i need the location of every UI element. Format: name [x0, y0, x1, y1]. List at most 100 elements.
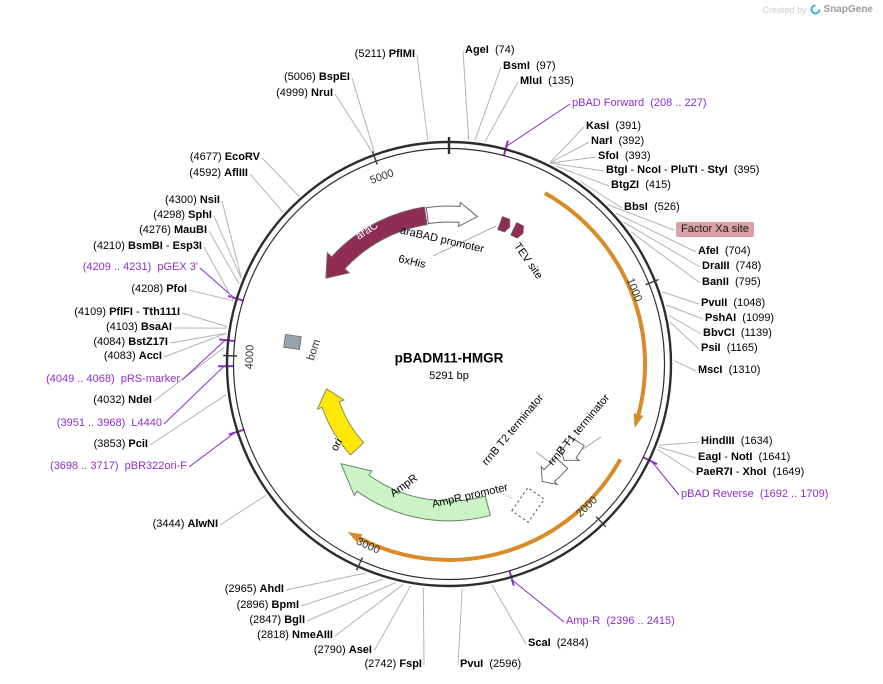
callout-pbad-forward-208-227-: pBAD Forward (208 .. 227) — [572, 97, 707, 109]
leader-line — [506, 103, 571, 147]
snapgene-logo-icon — [810, 4, 821, 15]
callout--4208-pfoi: (4208) PfoI — [131, 283, 187, 295]
feature-shapes — [283, 191, 648, 562]
ampr-promoter-box — [511, 487, 545, 523]
callout--2896-bpmi: (2896) BpmI — [236, 599, 299, 611]
leader-line — [306, 582, 396, 622]
callout-hindiii-1634-: HindIII (1634) — [701, 435, 773, 447]
callout-msci-1310-: MscI (1310) — [698, 364, 761, 376]
callout--5211-pflmi: (5211) PflMI — [354, 48, 415, 60]
callout-pshai-1099-: PshAI (1099) — [705, 312, 775, 324]
leader-line — [665, 304, 704, 320]
leader-line — [373, 585, 412, 652]
leader-line — [300, 578, 384, 607]
callout-bbvci-1139-: BbvCI (1139) — [703, 327, 772, 339]
leader-lines — [149, 50, 704, 666]
leader-line — [491, 584, 527, 645]
callout-btgzi-415-: BtgZI (415) — [611, 179, 671, 191]
leader-line — [221, 200, 242, 278]
leader-line — [163, 332, 227, 358]
cds-arc-2 — [355, 458, 623, 562]
callout--2742-fspi: (2742) FspI — [364, 658, 422, 670]
callout--4300-nsii: (4300) NsiI — [164, 194, 220, 206]
callout--4209-4231-pgex-3-: (4209 .. 4231) pGEX 3' — [82, 261, 198, 273]
callout--4032-ndei: (4032) NdeI — [93, 394, 152, 406]
callout--2818-nmeaiii: (2818) NmeAIII — [257, 629, 333, 641]
leader-line — [657, 448, 695, 474]
callout--4592-afliii: (4592) AflIII — [189, 167, 248, 179]
leader-line — [181, 312, 228, 328]
callout-draiii-748-: DraIII (748) — [702, 260, 762, 272]
cds-arc-1-arrowhead — [633, 413, 644, 428]
leader-line — [249, 173, 284, 213]
callout-mlui-135-: MluI (135) — [520, 75, 574, 87]
callout-pvui-2596-: PvuI (2596) — [460, 658, 522, 670]
leader-line — [661, 291, 700, 305]
callout-agei-74-: AgeI (74) — [465, 44, 515, 56]
leader-line — [462, 50, 470, 140]
callout--2790-asei: (2790) AseI — [313, 644, 372, 656]
callout-pvuii-1048-: PvuII (1048) — [701, 297, 766, 309]
callout--4049-4068-prs-marker: (4049 .. 4068) pRS-marker — [46, 373, 180, 385]
leader-line — [223, 354, 238, 357]
plasmid-backbone-ring — [225, 137, 673, 588]
leader-line — [549, 126, 585, 164]
leader-line — [668, 314, 702, 335]
leader-line — [630, 231, 701, 284]
callout-nari-392-: NarI (392) — [591, 135, 645, 147]
sixhis-leader — [432, 225, 497, 257]
callout--4999-nrui: (4999) NruI — [276, 87, 333, 99]
leader-line — [550, 156, 597, 164]
callout-banii-795-: BanII (795) — [702, 276, 761, 288]
leader-line — [673, 360, 697, 372]
leader-line — [203, 246, 234, 301]
callout--3698-3717-pbr322ori-f: (3698 .. 3717) pBR322ori-F — [50, 460, 187, 472]
leader-line — [645, 278, 659, 286]
callout--4084-bstz17i: (4084) BstZ17I — [93, 336, 168, 348]
callout-factor-xa-site: Factor Xa site — [676, 222, 754, 237]
leader-line — [351, 77, 375, 152]
t1-terminator-leader — [582, 436, 602, 450]
leader-line — [457, 588, 463, 666]
leader-line — [623, 221, 701, 268]
leader-line — [149, 394, 227, 446]
leader-line — [181, 339, 226, 381]
t2-terminator-leader — [535, 451, 553, 465]
scale-ticks — [223, 151, 659, 571]
leader-line — [199, 267, 235, 299]
leader-line — [355, 557, 364, 571]
leader-line — [208, 230, 240, 284]
tick-label-4000: 4000 — [243, 344, 257, 369]
callout--4103-bsaai: (4103) BsaAI — [105, 321, 172, 333]
callout--3444-alwni: (3444) AlwNI — [152, 518, 218, 530]
callout--4276-maubi: (4276) MauBI — [139, 224, 207, 236]
callout-kasi-391-: KasI (391) — [586, 120, 642, 132]
leader-line — [416, 54, 429, 141]
snapgene-watermark: Created by SnapGene — [763, 4, 874, 15]
leader-line — [213, 215, 242, 279]
arac-arrow — [325, 206, 428, 279]
leader-line — [261, 157, 300, 197]
plasmid-size: 5291 bp — [429, 370, 469, 382]
callout-sfoi-393-: SfoI (393) — [598, 150, 651, 162]
plasmid-name: pBADM11-HMGR — [394, 350, 504, 366]
leader-line — [371, 151, 378, 165]
callout--4109-pflfi-tth111i: (4109) PflFI - Tth111I — [74, 306, 180, 318]
callout-bbsi-526-: BbsI (526) — [624, 201, 680, 213]
cds-arc-2-arrowhead — [347, 532, 363, 543]
ampr-arrow — [340, 462, 492, 522]
leader-line — [669, 321, 700, 350]
leader-line — [651, 461, 680, 496]
rrnb-t2-terminator-arrow — [540, 456, 569, 486]
callout-scai-2484-: ScaI (2484) — [528, 637, 589, 649]
callout-bsmi-97-: BsmI (97) — [503, 60, 556, 72]
tev-site-marker — [510, 221, 525, 239]
arabad-promoter-arrow — [425, 201, 479, 228]
callout-afei-704-: AfeI (704) — [698, 245, 751, 257]
callout--2965-ahdi: (2965) AhdI — [224, 583, 284, 595]
leader-line — [422, 587, 425, 666]
callout-paer7i-xhoi-1649-: PaeR7I - XhoI (1649) — [696, 466, 805, 478]
watermark-created-by: Created by — [762, 4, 807, 15]
